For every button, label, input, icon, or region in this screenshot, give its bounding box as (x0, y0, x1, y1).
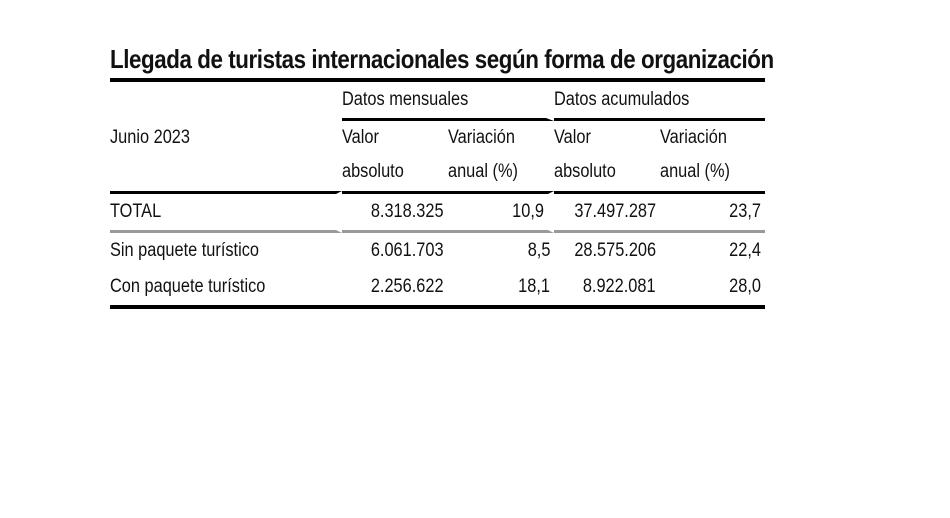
cumulative-variation-cell: 23,7 (660, 191, 766, 233)
row-label: Con paquete turístico (110, 269, 342, 309)
period-label: Junio 2023 (110, 127, 190, 148)
sub-header-row: Junio 2023 Valor absoluto Variación anua… (110, 121, 765, 191)
header-monthly-variation: Variación anual (%) (448, 127, 518, 182)
row-label: TOTAL (110, 191, 342, 233)
table-title: Llegada de turistas internacionales segú… (110, 40, 774, 78)
cumulative-variation-cell: 28,0 (660, 269, 766, 309)
monthly-variation-cell: 8,5 (527, 240, 551, 261)
table-title-text: Llegada de turistas internacionales segú… (110, 44, 774, 74)
header-cumulative-value: Valor absoluto (554, 127, 616, 182)
row-label: Sin paquete turístico (110, 240, 259, 261)
cumulative-value-cell: 28.575.206 (574, 240, 657, 261)
cumulative-value-cell: 37.497.287 (554, 191, 661, 233)
group-header-row: Datos mensuales Datos acumulados (110, 82, 766, 121)
group-header-cumulative: Datos acumulados (554, 82, 766, 121)
header-monthly-value: Valor absoluto (342, 127, 404, 182)
monthly-variation-cell: 10,9 (448, 191, 555, 233)
monthly-value-cell: 8.318.325 (342, 191, 448, 233)
table-row: TOTAL 8.318.325 10,9 37.497.287 23,7 (110, 191, 766, 233)
tourist-arrivals-table: Datos mensuales Datos acumulados Junio 2… (110, 82, 766, 309)
table-row: Con paquete turístico 2.256.622 18,1 8.9… (110, 269, 766, 309)
cumulative-variation-cell: 22,4 (729, 240, 762, 261)
monthly-value-cell: 6.061.703 (371, 240, 444, 261)
group-header-monthly: Datos mensuales (342, 82, 555, 121)
empty-corner (110, 82, 342, 121)
table-row: Sin paquete turístico 6.061.703 8,5 28.5… (110, 233, 765, 269)
header-cumulative-variation: Variación anual (%) (660, 127, 730, 182)
top-rule (110, 78, 765, 82)
cumulative-value-cell: 8.922.081 (554, 269, 661, 309)
monthly-value-cell: 2.256.622 (342, 269, 448, 309)
monthly-variation-cell: 18,1 (448, 269, 555, 309)
document: Llegada de turistas internacionales segú… (110, 40, 774, 309)
